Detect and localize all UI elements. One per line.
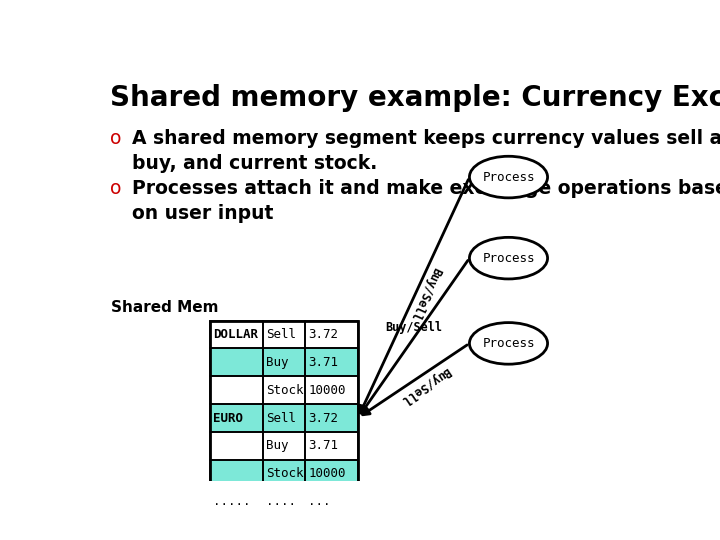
Bar (210, 432, 358, 460)
Text: A shared memory segment keeps currency values sell and: A shared memory segment keeps currency v… (132, 129, 720, 149)
Bar (210, 460, 358, 488)
Bar (305, 321, 358, 348)
Bar (263, 460, 305, 488)
Text: o: o (109, 179, 121, 198)
Bar (210, 376, 263, 404)
Ellipse shape (469, 156, 547, 198)
Text: Buy: Buy (266, 356, 289, 369)
Text: DOLLAR: DOLLAR (213, 328, 258, 341)
Text: 3.72: 3.72 (308, 328, 338, 341)
Text: buy, and current stock.: buy, and current stock. (132, 154, 377, 173)
Bar (263, 376, 305, 404)
Text: 3.71: 3.71 (308, 356, 338, 369)
Text: Process: Process (482, 171, 535, 184)
Text: o: o (109, 129, 121, 149)
Bar (305, 404, 358, 432)
Bar (210, 348, 263, 376)
Text: on user input: on user input (132, 204, 273, 223)
Text: Process: Process (482, 252, 535, 265)
Text: 10000: 10000 (308, 467, 346, 480)
Bar (210, 321, 358, 516)
Text: Sell: Sell (266, 328, 297, 341)
Bar (210, 321, 263, 348)
Bar (210, 348, 358, 376)
Ellipse shape (469, 322, 547, 364)
Text: Stock: Stock (266, 383, 304, 397)
Text: EURO: EURO (213, 411, 243, 424)
Bar (305, 460, 358, 488)
Text: Shared memory example: Currency Exchange: Shared memory example: Currency Exchange (109, 84, 720, 112)
Bar (210, 376, 358, 404)
Text: 3.72: 3.72 (308, 411, 338, 424)
Bar (210, 488, 358, 516)
Bar (305, 348, 358, 376)
Bar (263, 404, 305, 432)
Bar (210, 460, 263, 488)
Text: Shared Mem: Shared Mem (111, 300, 219, 315)
Bar (210, 404, 358, 432)
Text: Stock: Stock (266, 467, 304, 480)
Text: Process: Process (482, 337, 535, 350)
Text: Buy: Buy (266, 440, 289, 453)
Text: Buy/Sell: Buy/Sell (397, 363, 452, 406)
Text: .....: ..... (213, 495, 251, 508)
Bar (305, 432, 358, 460)
Text: Sell: Sell (266, 411, 297, 424)
Bar (263, 348, 305, 376)
Bar (263, 488, 305, 516)
Text: 3.71: 3.71 (308, 440, 338, 453)
Ellipse shape (469, 238, 547, 279)
Text: Buy/Sell: Buy/Sell (385, 321, 442, 334)
Bar (210, 488, 263, 516)
Bar (263, 321, 305, 348)
Text: ....: .... (266, 495, 297, 508)
Text: ...: ... (308, 495, 330, 508)
Bar (210, 432, 263, 460)
Bar (305, 376, 358, 404)
Bar (210, 321, 358, 348)
Text: Buy/Sell: Buy/Sell (407, 265, 443, 322)
Text: 10000: 10000 (308, 383, 346, 397)
Bar (210, 404, 263, 432)
Bar (263, 432, 305, 460)
Text: Processes attach it and make exchange operations based: Processes attach it and make exchange op… (132, 179, 720, 198)
Bar (305, 488, 358, 516)
